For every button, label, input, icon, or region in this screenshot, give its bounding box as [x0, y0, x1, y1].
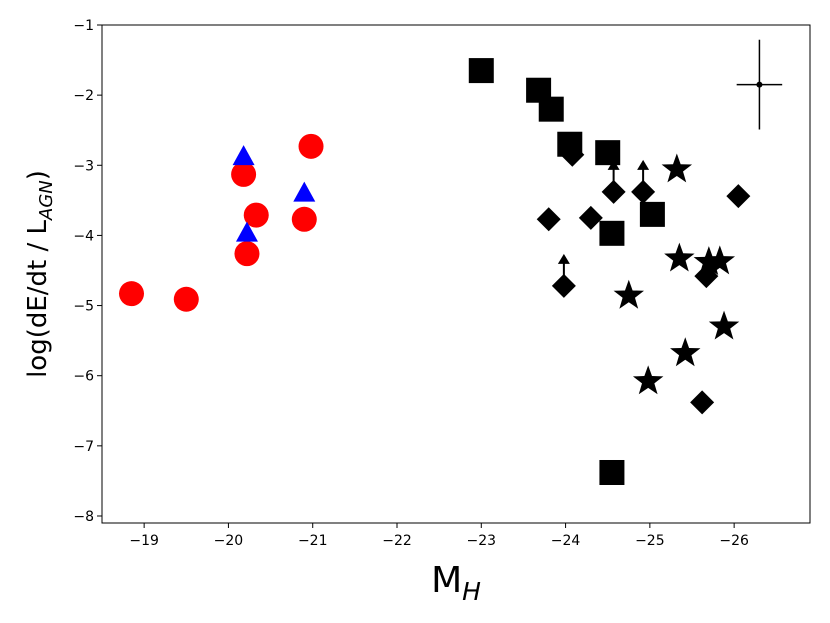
x-tick-label: −24: [551, 533, 581, 549]
black-diamond-point: [601, 179, 626, 204]
x-tick-label: −19: [129, 533, 159, 549]
x-tick-label: −22: [382, 533, 412, 549]
black-star-point: [693, 246, 725, 276]
y-tick-label: −3: [73, 158, 94, 174]
blue-triangle-point: [235, 221, 258, 242]
red-circle-point: [234, 241, 260, 267]
black-diamond-point: [726, 184, 751, 209]
black-diamond-point: [551, 273, 576, 298]
x-tick-label: −25: [635, 533, 665, 549]
black-diamond-point: [560, 142, 585, 167]
y-axis-label-main: log(dE/dt / L: [23, 219, 53, 377]
y-tick-label: −7: [73, 439, 94, 455]
black-square-point: [595, 140, 621, 166]
y-axis-label-tail: ): [23, 170, 53, 180]
black-square-point: [468, 58, 494, 84]
plot-frame: [101, 24, 811, 524]
black-star-point: [704, 245, 736, 275]
black-square-point: [639, 201, 665, 227]
blue-triangle-point: [293, 181, 316, 202]
black-diamond-point: [578, 205, 603, 230]
black-star-point: [670, 337, 701, 367]
red-circle-point: [119, 281, 144, 307]
x-tick-label: −21: [298, 533, 328, 549]
red-circle-point: [291, 206, 317, 232]
y-tick-label: −5: [73, 299, 94, 315]
axis-ticks: −19 −20 −21 −22 −23 −24 −25 −26 −1 −2 −3 −4 −5 −6 −7 −8: [73, 18, 749, 549]
black-diamond-point: [690, 390, 715, 415]
x-tick-label: −23: [467, 533, 497, 549]
black-diamond-point: [631, 179, 656, 204]
red-circle-point: [231, 161, 257, 187]
y-axis-label: log(dE/dt / LAGN): [23, 170, 57, 378]
black-star-point: [613, 279, 644, 309]
error-bar-center-point: [756, 81, 763, 88]
black-star-point: [661, 153, 693, 183]
x-axis-label-main: M: [431, 560, 462, 601]
black-square-point: [599, 220, 625, 246]
x-axis-label: MH: [431, 560, 481, 606]
upper-limit-arrow-head: [607, 159, 620, 170]
red-circle-point: [298, 133, 324, 159]
y-tick-label: −1: [73, 18, 94, 34]
chart-marks: [119, 39, 783, 485]
black-square-point: [538, 96, 564, 122]
x-axis-label-subscript: H: [462, 577, 481, 606]
y-tick-label: −4: [73, 228, 94, 244]
black-star-point: [708, 310, 740, 340]
y-tick-label: −6: [73, 369, 94, 385]
blue-triangle-point: [232, 145, 255, 166]
y-tick-label: −8: [73, 509, 94, 525]
black-star-point: [664, 242, 695, 272]
y-tick-label: −2: [73, 88, 94, 104]
red-circle-point: [173, 286, 199, 312]
red-circle-point: [243, 202, 269, 228]
black-star-point: [632, 365, 664, 395]
black-square-point: [599, 459, 625, 485]
x-tick-label: −20: [214, 533, 244, 549]
upper-limit-arrow-head: [557, 253, 570, 264]
upper-limit-arrow-head: [637, 159, 650, 170]
black-diamond-point: [536, 207, 561, 232]
x-tick-label: −26: [719, 533, 749, 549]
y-axis-label-subscript: AGN: [36, 180, 57, 221]
